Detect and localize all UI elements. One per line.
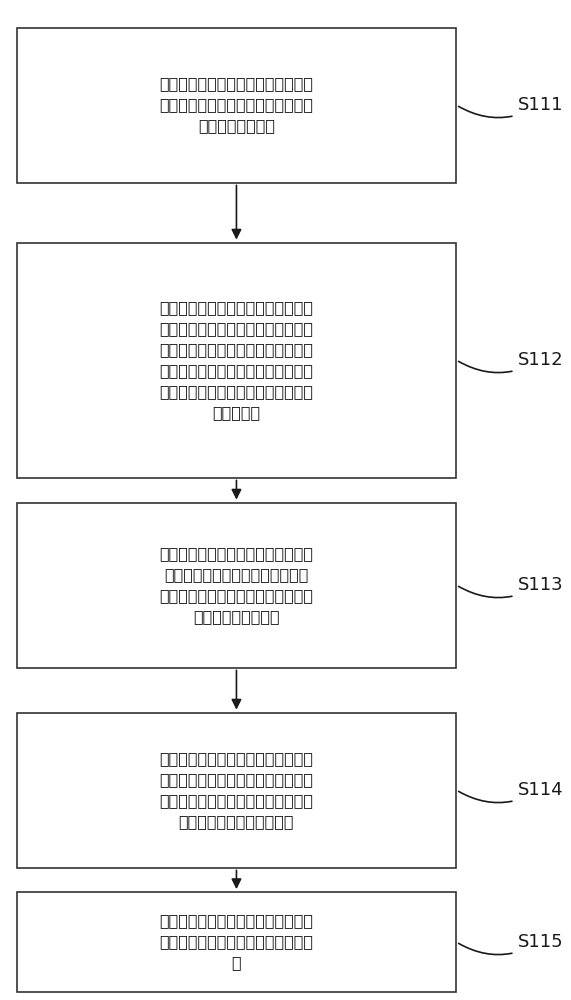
Text: S115: S115 — [459, 933, 563, 955]
FancyBboxPatch shape — [17, 242, 456, 478]
Text: 在第一预设时间内测量所述密闭空腔
内所述油箱的温度以及压力的变化
量，并分别与目标温度变化量和目标
压力变化量进行比对: 在第一预设时间内测量所述密闭空腔 内所述油箱的温度以及压力的变化 量，并分别与目… — [159, 546, 313, 624]
Text: 在第二预设时间内接收所述传感部件
检测到的所述燃油箱系统中油箱的温
度与环境温度信息: 在第二预设时间内接收所述传感部件 检测到的所述燃油箱系统中油箱的温 度与环境温度… — [159, 77, 313, 133]
FancyBboxPatch shape — [17, 503, 456, 668]
Text: S114: S114 — [459, 781, 563, 803]
Text: 当所述燃油箱系统中油箱的温度与环
境温度之间的温度差值在预设温度差
值范围内时，发送控制信号至所述机
械部件，以断开所述机械部件与空气
过滤仪的连接，使所述燃油: 当所述燃油箱系统中油箱的温度与环 境温度之间的温度差值在预设温度差 值范围内时，… — [159, 300, 313, 420]
Text: 当比对出测量到的所述油箱的温度以
及压力的变化量与所述目标温度变化
量和目标压力变化量不同时，确定所
述燃油箱系统存在燃油泄露: 当比对出测量到的所述油箱的温度以 及压力的变化量与所述目标温度变化 量和目标压力… — [159, 751, 313, 829]
Text: S111: S111 — [459, 96, 563, 118]
Text: 发送燃油泄露信号至终端，以使所述
终端进行燃油泄露语音提示或信息显
示: 发送燃油泄露信号至终端，以使所述 终端进行燃油泄露语音提示或信息显 示 — [159, 914, 313, 970]
FancyBboxPatch shape — [17, 892, 456, 992]
Text: S113: S113 — [459, 576, 563, 598]
FancyBboxPatch shape — [17, 27, 456, 182]
Text: S112: S112 — [459, 351, 563, 373]
FancyBboxPatch shape — [17, 712, 456, 867]
